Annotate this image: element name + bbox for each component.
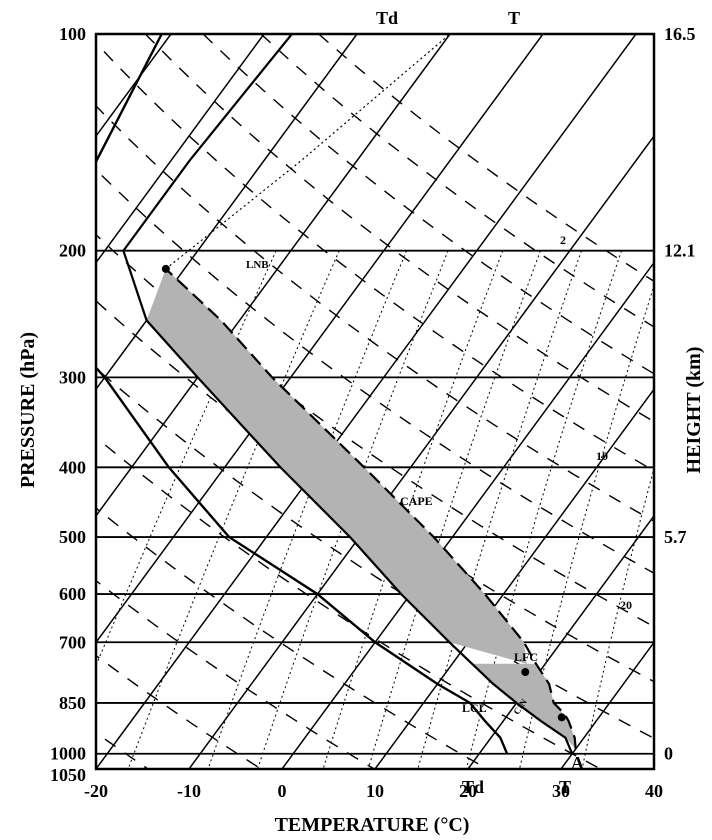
temperature-tick-label: 20	[459, 781, 477, 801]
temperature-tick-label: 30	[552, 781, 570, 801]
mixing-ratio-label: 10	[596, 449, 608, 463]
height-tick-label: 5.7	[664, 527, 687, 547]
temperature-tick-label: -10	[177, 781, 201, 801]
dry-adiabat-line	[96, 299, 654, 683]
mixing-ratio-line	[322, 250, 504, 769]
mixing-ratio-line	[581, 466, 654, 769]
mixing-ratio-label: 20	[620, 598, 632, 612]
pressure-tick-label: 600	[59, 584, 86, 604]
dry-adiabat-line	[96, 168, 654, 575]
pressure-tick-label: 700	[59, 632, 86, 652]
mixing-ratio-label: 2	[560, 233, 566, 247]
pressure-tick-label: 100	[59, 24, 86, 44]
isotherm-line	[374, 387, 654, 769]
isotherm-line	[188, 134, 654, 769]
cape-label: CAPE	[400, 494, 433, 508]
x-axis-title: TEMPERATURE (°C)	[275, 814, 470, 836]
height-tick-label: 12.1	[664, 241, 696, 261]
temperature-top-label: T	[508, 8, 520, 28]
lnb-marker	[161, 264, 170, 273]
temperature-bottom-label: T	[559, 777, 571, 797]
parcel-origin-label: A	[571, 753, 584, 773]
isotherm-line	[96, 34, 451, 518]
pressure-tick-label: 500	[59, 527, 86, 547]
dry-adiabat-line	[96, 436, 601, 769]
isotherm-line	[96, 34, 265, 264]
mixing-ratio-line	[417, 250, 582, 769]
isotherm-line	[96, 34, 637, 769]
cape-shaded-area	[146, 268, 527, 664]
pressure-tick-label: 400	[59, 457, 86, 477]
pressure-tick-label: 200	[59, 241, 86, 261]
isotherm-line	[96, 34, 358, 391]
dry-adiabat-line	[96, 41, 654, 472]
temperature-tick-label: -20	[84, 781, 108, 801]
y2-axis-title: HEIGHT (km)	[683, 347, 705, 474]
height-tick-label: 16.5	[664, 24, 696, 44]
pressure-tick-label: 1050	[50, 765, 86, 785]
isotherm-line	[467, 514, 654, 769]
mixing-ratio-line	[207, 250, 407, 769]
lcl-label: LCL	[462, 701, 487, 715]
temperature-tick-label: 0	[278, 781, 287, 801]
y-axis-title: PRESSURE (hPa)	[17, 332, 39, 488]
dewpoint-bottom-label: Td	[462, 777, 484, 797]
lfc-label: LFC	[514, 650, 538, 664]
plot-frame	[94, 32, 656, 771]
parcel-path	[165, 268, 577, 750]
height-tick-label: 0	[664, 744, 673, 764]
dry-adiabats	[96, 34, 654, 769]
isotherm-line	[0, 34, 78, 769]
lfc-marker	[521, 668, 530, 677]
mixing-ratio-line	[257, 250, 449, 769]
mixing-ratio-line	[465, 250, 622, 769]
dry-adiabat-line	[202, 34, 654, 375]
temperature-tick-label: 40	[645, 781, 663, 801]
upper-moist-adiabat	[165, 34, 451, 270]
lcl-marker	[557, 713, 566, 722]
isotherm-line	[560, 641, 654, 769]
lnb-label: LNB	[246, 259, 269, 271]
dry-adiabat-line	[96, 507, 488, 769]
isobar-gridlines	[96, 33, 654, 755]
dry-adiabat-line	[96, 233, 654, 628]
cin-shaded-area	[470, 663, 576, 749]
temperature-profile	[122, 34, 574, 755]
skewed-isotherms	[0, 34, 654, 769]
temperature-tick-label: 10	[366, 781, 384, 801]
pressure-tick-label: 1000	[50, 744, 86, 764]
pressure-tick-label: 300	[59, 367, 86, 387]
mixing-ratio-line	[519, 284, 654, 769]
dewpoint-top-label: Td	[376, 8, 398, 28]
dewpoint-profile	[96, 34, 509, 755]
pressure-tick-label: 850	[59, 693, 86, 713]
dry-adiabat-line	[96, 367, 654, 740]
dry-adiabat-line	[96, 104, 654, 523]
isotherm-line	[281, 261, 654, 769]
dry-adiabat-line	[96, 579, 375, 769]
